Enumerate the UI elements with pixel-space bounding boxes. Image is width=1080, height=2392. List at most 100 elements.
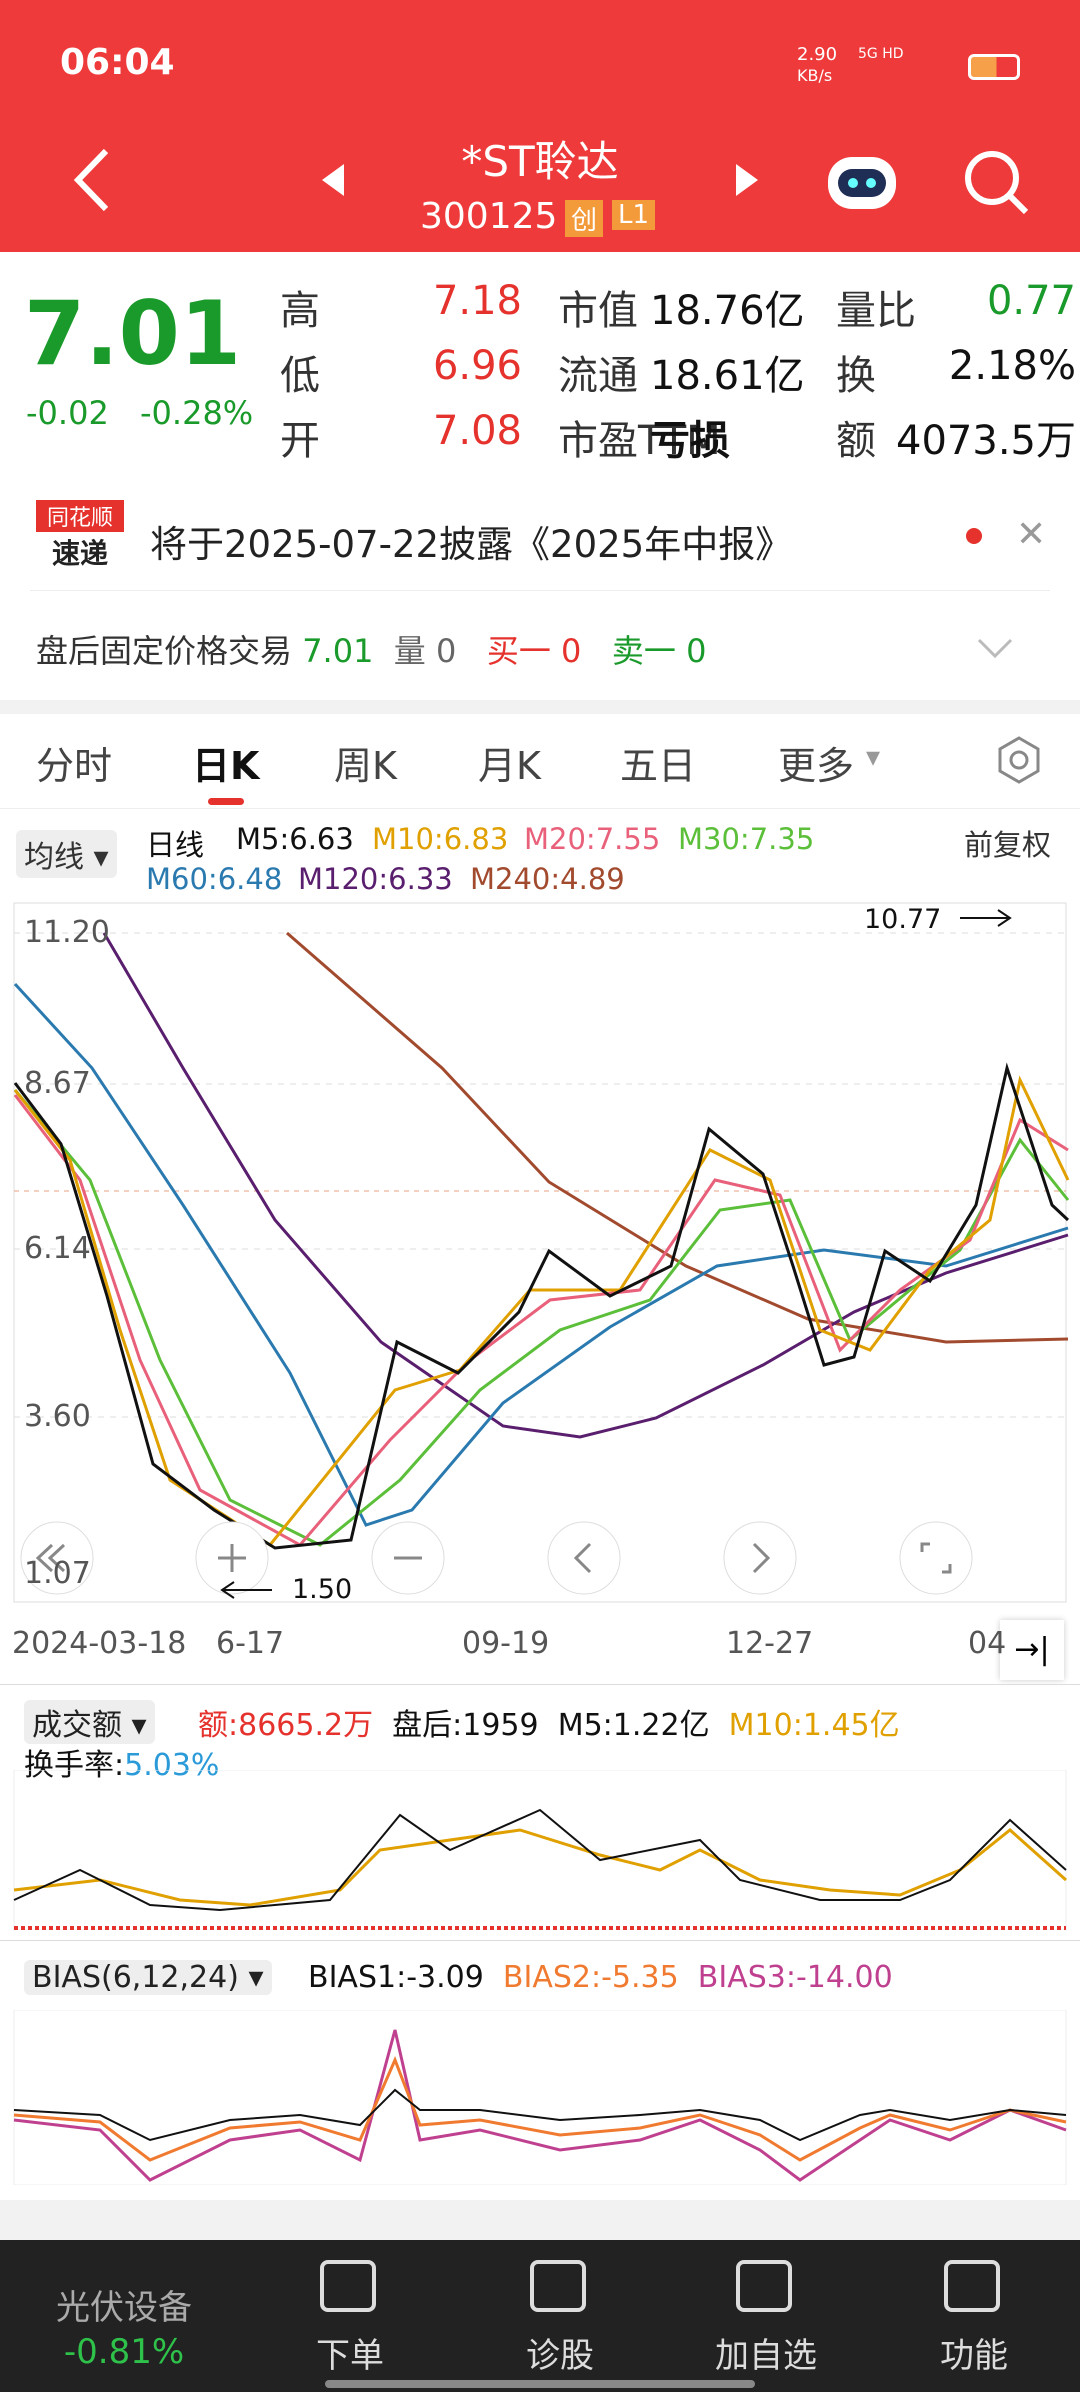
- ma-item: M30:7.35: [678, 822, 815, 856]
- ma-item: M20:7.55: [524, 822, 661, 856]
- logo-text: 速递: [51, 537, 108, 570]
- value: 0: [686, 632, 707, 670]
- quote-cell: 开: [280, 418, 320, 464]
- quote-cell: 2.18%: [948, 343, 1076, 389]
- time: 06:04: [60, 42, 175, 83]
- tab-caret: ▾: [866, 740, 881, 773]
- quote-cell: 6.96: [432, 343, 522, 389]
- value: 7.01: [302, 632, 374, 670]
- price-tick: 11.20: [24, 915, 110, 950]
- after-hours: 盘后固定价格交易 7.01 量 0 买一 0 卖一 0: [36, 626, 706, 672]
- speed-unit: KB/s: [797, 66, 833, 85]
- quote-cell: 18.76亿: [650, 288, 805, 334]
- quote-cell: 7.18: [432, 278, 522, 324]
- quote-cell: 0.77: [986, 278, 1076, 324]
- low-annotation: 1.50: [292, 1574, 353, 1605]
- bias3: BIAS3:-14.00: [697, 1960, 893, 1995]
- tab[interactable]: 分时: [36, 744, 113, 788]
- control-icons: [35, 1542, 952, 1574]
- date-tick: 04: [968, 1626, 1007, 1661]
- label: BIAS(6,12,24): [32, 1960, 239, 1995]
- m5: M5:1.22亿: [557, 1708, 710, 1743]
- settings[interactable]: [994, 735, 1044, 785]
- news-logo: 同花顺 速递: [36, 500, 124, 574]
- nav-item[interactable]: 诊股: [526, 2336, 594, 2376]
- price-chart: [13, 902, 1070, 1603]
- nav-icon[interactable]: [320, 2260, 376, 2312]
- tab[interactable]: 周K: [334, 744, 397, 788]
- bias2: BIAS2:-5.35: [502, 1960, 679, 1995]
- next[interactable]: [732, 162, 762, 198]
- volume-chart: [13, 1770, 1067, 1930]
- nav-item[interactable]: 下单: [316, 2336, 384, 2376]
- ma-label: 日线: [146, 828, 205, 862]
- quote-cell: 4073.5万: [896, 418, 1076, 464]
- label: 成交额: [32, 1708, 122, 1743]
- sector[interactable]: 光伏设备: [56, 2288, 192, 2328]
- bias1: BIAS1:-3.09: [308, 1960, 484, 1995]
- ma-item: M120:6.33: [298, 862, 453, 896]
- prev[interactable]: [318, 162, 348, 198]
- ma-item: M10:6.83: [372, 822, 509, 856]
- back[interactable]: [70, 145, 120, 215]
- badge: L1: [612, 200, 656, 230]
- quote-cell: 额: [836, 418, 876, 464]
- network: 5G HD: [858, 46, 904, 62]
- value: 0: [435, 632, 457, 670]
- nav-icon[interactable]: [736, 2260, 792, 2312]
- quote-cell: 18.61亿: [650, 353, 805, 399]
- tab[interactable]: 更多: [778, 744, 855, 788]
- after: 盘后:1959: [392, 1708, 539, 1743]
- frame: [13, 902, 1067, 1603]
- label: 换手率:: [24, 1748, 125, 1783]
- plot: [13, 902, 1070, 1603]
- divider: [0, 1684, 1080, 1685]
- change: -0.02: [26, 394, 109, 432]
- quote-cell: 市值: [558, 288, 638, 334]
- nav-icon[interactable]: [944, 2260, 1000, 2312]
- date-tick: 12-27: [726, 1626, 814, 1661]
- volume-selector[interactable]: 成交额 ▾: [24, 1700, 155, 1744]
- quote-cell: 低: [280, 353, 320, 399]
- ma-item: M240:4.89: [470, 862, 625, 896]
- quote-cell: 亏损: [650, 418, 730, 464]
- change-pct: -0.28%: [140, 394, 254, 432]
- bottom-nav: 光伏设备 -0.81% 下单 诊股 加自选 功能: [0, 2240, 1080, 2392]
- header: 06:04 2.90 KB/s 5G HD *ST聆达 300125 创 L1: [0, 0, 1080, 252]
- tab[interactable]: 五日: [620, 744, 697, 788]
- quote-cell: 7.08: [432, 408, 522, 454]
- value: 5.03%: [124, 1748, 220, 1783]
- news-text[interactable]: 将于2025-07-22披露《2025年中报》: [150, 523, 793, 566]
- robot[interactable]: [822, 145, 902, 215]
- search[interactable]: [962, 148, 1032, 218]
- divider: [30, 590, 1050, 591]
- date-tick: 6-17: [216, 1626, 285, 1661]
- chart-controls[interactable]: [20, 1521, 973, 1595]
- tab[interactable]: 月K: [478, 744, 541, 788]
- nav-item[interactable]: 加自选: [715, 2336, 817, 2376]
- tab[interactable]: 日K: [192, 744, 260, 788]
- speed: 2.90: [797, 44, 838, 65]
- date-tick: 09-19: [462, 1626, 550, 1661]
- label: 买一: [486, 632, 551, 670]
- stock-code: 300125: [420, 196, 558, 237]
- expand[interactable]: [975, 636, 1015, 660]
- nav-item[interactable]: 功能: [940, 2336, 1008, 2376]
- nav-icon[interactable]: [530, 2260, 586, 2312]
- close[interactable]: ✕: [1016, 514, 1047, 555]
- ma-lines: [13, 931, 1070, 1550]
- bias-selector[interactable]: BIAS(6,12,24) ▾: [24, 1960, 272, 1995]
- badge: 创: [565, 200, 604, 237]
- price: 7.01: [24, 282, 242, 385]
- adjust[interactable]: 前复权: [964, 828, 1052, 862]
- price-tick: 8.67: [24, 1066, 91, 1101]
- dot: [966, 528, 982, 544]
- price-tick: 6.14: [24, 1231, 91, 1266]
- scroll-end[interactable]: →|: [1000, 1620, 1064, 1680]
- amount: 额:8665.2万: [198, 1708, 374, 1743]
- ma-selector[interactable]: 均线 ▾: [16, 830, 117, 878]
- battery: [968, 54, 1020, 80]
- quote-cell: 市盈TTM: [558, 418, 721, 464]
- label: 均线: [24, 840, 84, 875]
